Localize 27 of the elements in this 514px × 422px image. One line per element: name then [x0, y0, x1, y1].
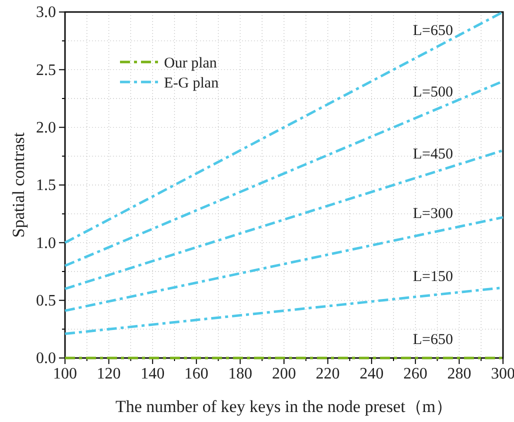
x-axis-title: The number of key keys in the node preset（m）	[115, 397, 453, 416]
x-tick-label: 240	[360, 365, 384, 382]
y-tick-label: 1.5	[36, 177, 56, 194]
x-tick-label: 180	[228, 365, 252, 382]
annotation: L=300	[412, 206, 453, 222]
x-tick-label: 100	[53, 365, 77, 382]
x-tick-label: 280	[447, 365, 472, 382]
x-tick-label: 140	[140, 365, 165, 382]
y-axis-title: Spatial contrast	[9, 132, 28, 238]
annotation: L=150	[412, 269, 453, 286]
y-tick-label: 2.5	[36, 62, 56, 79]
annotation: L=450	[412, 146, 453, 163]
annotation: L=650	[412, 332, 453, 348]
annotation: L=650	[412, 22, 453, 39]
legend-label: Our plan	[164, 55, 218, 72]
y-tick-label: 2.0	[36, 119, 56, 136]
y-tick-label: 1.0	[36, 234, 56, 252]
y-tick-label: 0.0	[36, 350, 56, 368]
y-tick-label: 0.5	[36, 292, 56, 310]
x-tick-label: 200	[272, 365, 296, 382]
x-tick-label: 220	[316, 365, 340, 382]
legend-label: E-G plan	[164, 75, 220, 92]
y-tick-label: 3.0	[36, 4, 56, 22]
x-tick-label: 160	[184, 365, 208, 382]
annotation: L=500	[412, 84, 453, 101]
x-tick-label: 260	[403, 365, 428, 382]
x-tick-label: 120	[96, 365, 121, 382]
